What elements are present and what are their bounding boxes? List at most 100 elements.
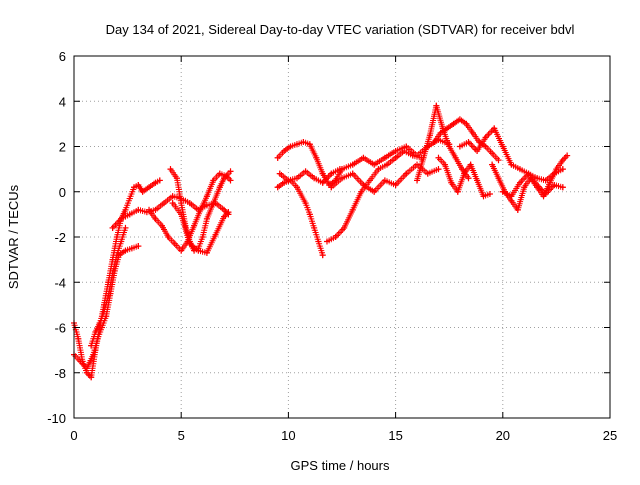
data-point bbox=[360, 154, 367, 161]
y-tick-label: 0 bbox=[59, 185, 66, 200]
x-axis-label: GPS time / hours bbox=[291, 458, 390, 473]
data-point bbox=[319, 252, 326, 259]
data-point bbox=[113, 252, 120, 259]
data-point bbox=[463, 120, 470, 127]
data-point bbox=[285, 177, 292, 184]
data-point bbox=[437, 129, 444, 136]
data-point bbox=[186, 200, 193, 207]
data-point bbox=[135, 206, 142, 213]
data-point bbox=[221, 206, 228, 213]
data-point bbox=[444, 125, 451, 132]
data-point bbox=[433, 102, 440, 109]
data-point bbox=[454, 188, 461, 195]
data-point bbox=[191, 222, 198, 229]
data-point bbox=[525, 170, 532, 177]
data-point bbox=[456, 143, 463, 150]
data-point bbox=[300, 138, 307, 145]
series-arc-7 bbox=[169, 200, 232, 256]
data-point bbox=[212, 231, 219, 238]
data-point bbox=[349, 170, 356, 177]
data-point bbox=[152, 215, 159, 222]
data-point bbox=[339, 166, 345, 173]
data-point bbox=[152, 206, 159, 213]
data-point bbox=[381, 177, 388, 184]
data-point bbox=[306, 211, 313, 218]
data-point bbox=[203, 202, 210, 209]
data-point bbox=[474, 148, 481, 155]
data-point bbox=[169, 193, 176, 200]
data-point bbox=[375, 166, 382, 173]
x-tick-label: 0 bbox=[70, 428, 77, 443]
data-point bbox=[90, 351, 97, 358]
data-point bbox=[542, 177, 549, 184]
data-point bbox=[551, 181, 558, 188]
data-point bbox=[135, 181, 142, 188]
data-point bbox=[167, 166, 174, 173]
x-tick-label: 5 bbox=[178, 428, 185, 443]
data-point bbox=[276, 170, 283, 177]
data-point bbox=[118, 215, 125, 222]
data-point bbox=[474, 177, 481, 184]
data-point bbox=[225, 209, 232, 216]
data-point bbox=[450, 120, 457, 127]
series-arc-15 bbox=[431, 116, 502, 164]
data-point bbox=[203, 193, 210, 200]
data-point bbox=[559, 184, 566, 191]
data-point bbox=[315, 238, 322, 245]
data-point bbox=[448, 179, 455, 186]
data-point bbox=[152, 179, 159, 186]
data-point bbox=[118, 238, 125, 245]
data-point bbox=[332, 234, 339, 240]
data-point bbox=[227, 177, 234, 184]
data-point bbox=[210, 200, 217, 207]
data-point bbox=[482, 143, 489, 150]
data-point bbox=[553, 166, 560, 173]
data-point bbox=[360, 181, 367, 188]
data-point bbox=[293, 175, 300, 182]
y-axis-label: SDTVAR / TECUs bbox=[6, 184, 21, 289]
data-point bbox=[420, 154, 427, 161]
data-point bbox=[371, 161, 378, 168]
data-point bbox=[173, 175, 180, 182]
data-point bbox=[534, 175, 541, 182]
data-point bbox=[467, 161, 474, 168]
data-point bbox=[122, 206, 129, 213]
data-point bbox=[83, 365, 90, 372]
x-tick-label: 25 bbox=[603, 428, 617, 443]
data-point bbox=[431, 138, 438, 145]
data-point bbox=[96, 319, 103, 326]
data-point bbox=[109, 270, 116, 277]
data-point bbox=[381, 154, 388, 161]
data-point bbox=[508, 193, 515, 200]
data-point bbox=[328, 184, 335, 191]
x-tick-label: 10 bbox=[281, 428, 295, 443]
data-point bbox=[311, 224, 318, 231]
data-point bbox=[414, 161, 421, 168]
data-point bbox=[516, 179, 523, 186]
data-point bbox=[424, 170, 431, 177]
data-point bbox=[339, 175, 345, 182]
data-point bbox=[514, 206, 521, 213]
data-point bbox=[392, 154, 399, 161]
data-point bbox=[508, 161, 515, 168]
data-point bbox=[186, 240, 193, 247]
data-point bbox=[559, 166, 566, 173]
data-point bbox=[456, 116, 463, 123]
y-tick-label: -2 bbox=[54, 230, 66, 245]
data-point bbox=[341, 224, 348, 231]
series-arc-16 bbox=[435, 154, 493, 200]
chart-title: Day 134 of 2021, Sidereal Day-to-day VTE… bbox=[106, 22, 575, 37]
data-point bbox=[302, 168, 309, 175]
data-point bbox=[165, 234, 172, 240]
tick-labels: 0 5 10 15 20 25 -10 -8 -6 -4 -2 0 2 4 6 bbox=[47, 49, 617, 443]
data-point bbox=[534, 181, 541, 188]
data-point bbox=[491, 125, 498, 132]
data-point bbox=[128, 245, 135, 252]
data-point bbox=[197, 206, 204, 213]
data-point bbox=[77, 358, 84, 365]
data-point bbox=[559, 157, 566, 164]
data-point bbox=[203, 215, 210, 222]
data-point bbox=[287, 143, 294, 150]
